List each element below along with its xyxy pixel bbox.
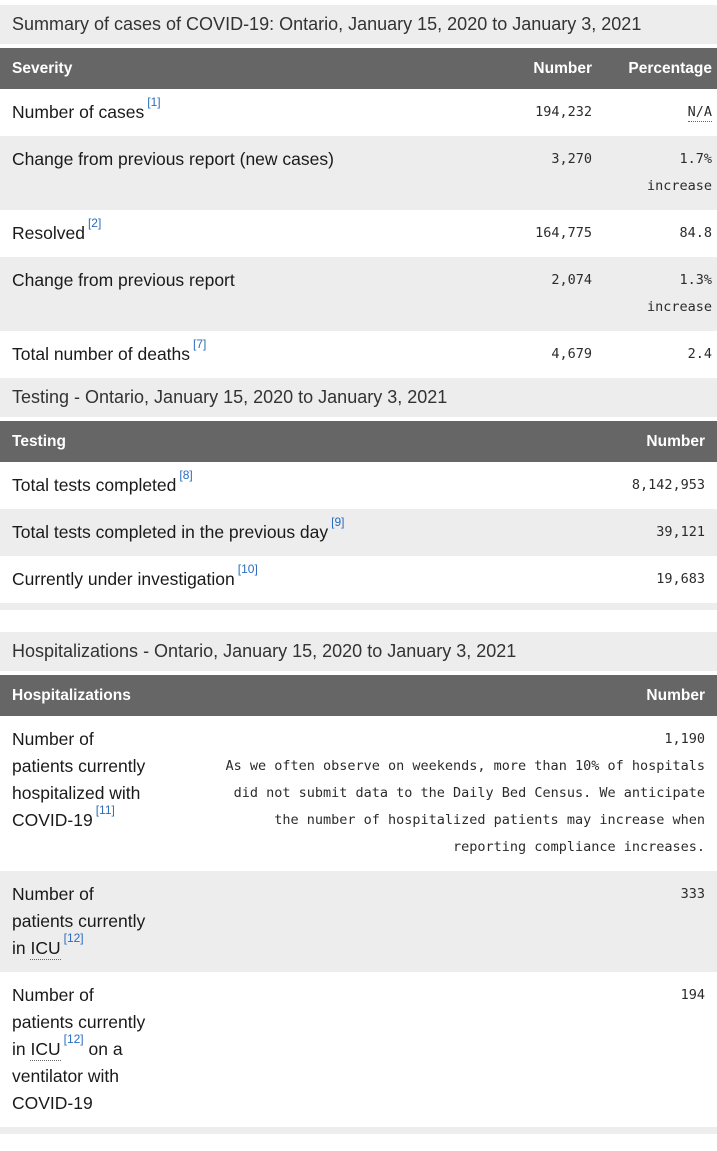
number-value: 194,232 xyxy=(535,104,592,120)
row-label: Total tests completed xyxy=(12,475,177,495)
row-label: Resolved xyxy=(12,223,85,243)
row-resolved: Resolved [2] 164,775 84.8 xyxy=(0,210,717,257)
testing-table: Testing Number Total tests completed [8] … xyxy=(0,421,717,603)
hospitalizations-table: Hospitalizations Number Number of patien… xyxy=(0,675,717,1127)
number-value: 194 xyxy=(680,987,705,1003)
number-value: 1,190 xyxy=(664,731,705,747)
row-icu: Number of patients currently in ICU [12] … xyxy=(0,871,717,972)
section-testing: Testing - Ontario, January 15, 2020 to J… xyxy=(0,378,717,610)
footnote-link-2[interactable]: [2] xyxy=(87,216,102,231)
footnote-link-8[interactable]: [8] xyxy=(179,468,193,483)
percentage-value: 1.7% increase xyxy=(646,151,712,194)
footnote-link-7[interactable]: [7] xyxy=(193,337,207,352)
row-label: Total number of deaths xyxy=(12,344,191,364)
row-label: Total tests completed in the previous da… xyxy=(12,522,329,542)
number-value: 3,270 xyxy=(551,151,592,167)
na-abbreviation: N/A xyxy=(687,104,712,122)
testing-table-caption: Testing - Ontario, January 15, 2020 to J… xyxy=(0,378,717,417)
testing-header-row: Testing Number xyxy=(0,421,717,462)
row-label: Number of patients currently in xyxy=(12,884,146,958)
column-header-number: Number xyxy=(567,421,717,462)
footnote-link-12[interactable]: [12] xyxy=(63,1032,84,1047)
percentage-value: 1.3% increase xyxy=(646,272,712,315)
row-label-suffix: on a ventilator with COVID-19 xyxy=(12,1039,123,1113)
row-label: Change from previous report (new cases) xyxy=(12,149,334,169)
row-total-tests: Total tests completed [8] 8,142,953 xyxy=(0,462,717,509)
number-value: 8,142,953 xyxy=(631,477,705,493)
column-header-severity: Severity xyxy=(0,48,462,89)
column-header-hospitalizations: Hospitalizations xyxy=(0,675,172,716)
row-change-new-cases: Change from previous report (new cases) … xyxy=(0,136,717,210)
section-case-summary: Summary of cases of COVID-19: Ontario, J… xyxy=(0,5,717,378)
row-tests-previous-day: Total tests completed in the previous da… xyxy=(0,509,717,556)
footnote-link-9[interactable]: [9] xyxy=(331,515,345,530)
number-value: 2,074 xyxy=(551,272,592,288)
column-header-percentage: Percentage xyxy=(592,48,717,89)
row-icu-ventilator: Number of patients currently in ICU [12] … xyxy=(0,972,717,1127)
column-header-testing: Testing xyxy=(0,421,567,462)
percentage-value: 84.8 xyxy=(679,225,712,241)
table-bottom-strip xyxy=(0,1127,717,1134)
footnote-link-11[interactable]: [11] xyxy=(95,803,115,818)
summary-table: Severity Number Percentage Number of cas… xyxy=(0,48,717,378)
number-value: 4,679 xyxy=(551,346,592,362)
icu-abbreviation: ICU xyxy=(30,1039,61,1061)
row-total-deaths: Total number of deaths [7] 4,679 2.4 xyxy=(0,331,717,378)
number-value: 39,121 xyxy=(656,524,705,540)
row-number-of-cases: Number of cases [1] 194,232 N/A xyxy=(0,89,717,136)
footnote-link-10[interactable]: [10] xyxy=(237,562,258,577)
row-label: Currently under investigation xyxy=(12,569,235,589)
number-value: 333 xyxy=(680,886,705,902)
table-bottom-strip xyxy=(0,603,717,610)
hospitalizations-table-caption: Hospitalizations - Ontario, January 15, … xyxy=(0,632,717,671)
row-under-investigation: Currently under investigation [10] 19,683 xyxy=(0,556,717,603)
number-value: 164,775 xyxy=(535,225,592,241)
percentage-value: 2.4 xyxy=(687,346,712,362)
column-header-number: Number xyxy=(462,48,592,89)
summary-header-row: Severity Number Percentage xyxy=(0,48,717,89)
section-hospitalizations: Hospitalizations - Ontario, January 15, … xyxy=(0,632,717,1134)
number-value: 19,683 xyxy=(656,571,705,587)
icu-abbreviation: ICU xyxy=(30,938,61,960)
row-change-previous-report: Change from previous report 2,074 1.3% i… xyxy=(0,257,717,331)
footnote-link-12[interactable]: [12] xyxy=(63,931,84,946)
row-label: Number of patients currently hospitalize… xyxy=(12,729,146,830)
reporting-compliance-note: As we often observe on weekends, more th… xyxy=(225,758,705,855)
row-label: Number of cases xyxy=(12,102,145,122)
column-header-number: Number xyxy=(172,675,717,716)
hospitalizations-header-row: Hospitalizations Number xyxy=(0,675,717,716)
row-label: Number of patients currently in xyxy=(12,985,146,1059)
summary-table-caption: Summary of cases of COVID-19: Ontario, J… xyxy=(0,5,717,44)
row-label: Change from previous report xyxy=(12,270,235,290)
row-hospitalized: Number of patients currently hospitalize… xyxy=(0,716,717,871)
footnote-link-1[interactable]: [1] xyxy=(147,95,161,110)
